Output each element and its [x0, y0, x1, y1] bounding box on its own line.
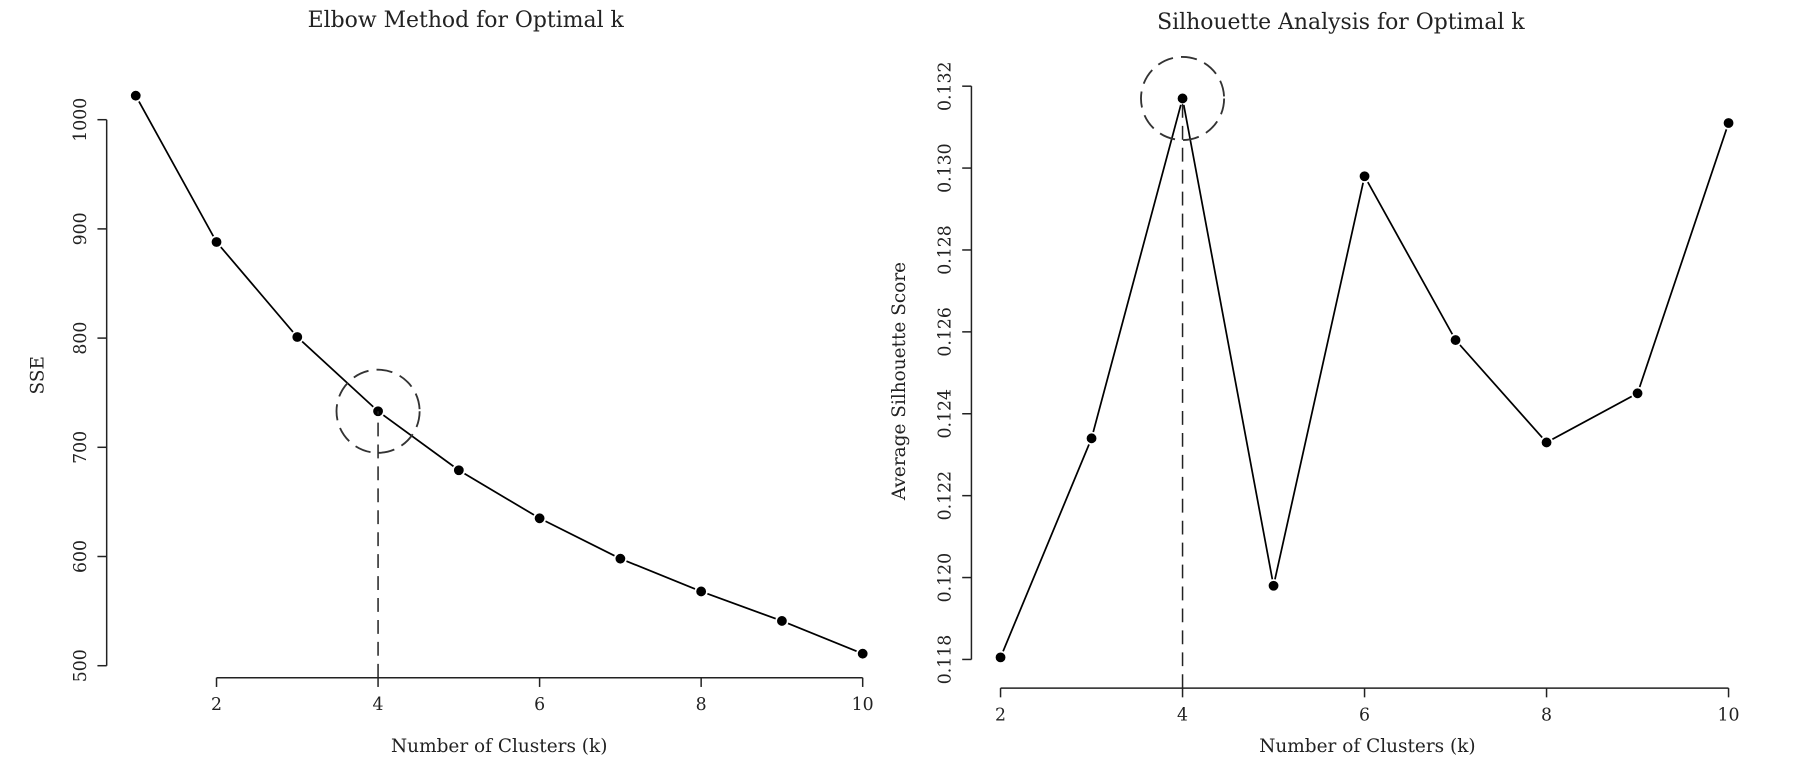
- data-point: [1266, 579, 1281, 593]
- x-tick-label: 10: [852, 695, 874, 715]
- data-point: [993, 650, 1008, 665]
- y-axis-title: Average Silhouette Score: [889, 262, 910, 501]
- data-point: [1084, 431, 1099, 445]
- x-axis-title: Number of Clusters (k): [391, 736, 607, 757]
- y-tick-label: 500: [71, 649, 91, 682]
- highlight-circle: [335, 368, 421, 454]
- y-tick-label: 600: [71, 540, 91, 573]
- data-point: [1448, 333, 1463, 347]
- y-tick-label: 0.124: [936, 389, 956, 439]
- y-tick-label: 0.118: [936, 635, 956, 685]
- x-tick-label: 2: [995, 705, 1006, 725]
- data-point: [452, 463, 466, 477]
- chart-title: Silhouette Analysis for Optimal k: [1157, 10, 1525, 35]
- y-tick-label: 700: [71, 431, 91, 464]
- data-point: [1357, 169, 1372, 183]
- x-tick-label: 6: [534, 695, 545, 715]
- x-tick-label: 6: [1359, 705, 1370, 725]
- y-tick-label: 0.126: [936, 307, 956, 357]
- data-point: [856, 647, 870, 661]
- data-point: [1630, 386, 1645, 400]
- y-tick-label: 900: [71, 212, 91, 245]
- data-point: [1721, 116, 1736, 130]
- data-point: [290, 330, 304, 344]
- data-point: [1539, 435, 1554, 450]
- data-point: [613, 552, 628, 566]
- y-tick-label: 1000: [71, 98, 91, 142]
- x-tick-label: 10: [1718, 705, 1740, 725]
- y-tick-label: 0.120: [936, 553, 956, 603]
- y-tick-label: 800: [71, 322, 91, 355]
- x-tick-label: 8: [1541, 705, 1552, 725]
- data-point: [694, 584, 708, 599]
- y-tick-label: 0.128: [936, 225, 956, 275]
- y-axis-title: SSE: [28, 356, 49, 394]
- chart-title: Elbow Method for Optimal k: [308, 8, 625, 33]
- data-point: [532, 511, 547, 525]
- y-tick-label: 0.132: [936, 61, 956, 111]
- x-tick-label: 4: [373, 695, 384, 715]
- data-point: [775, 614, 789, 628]
- y-tick-label: 0.130: [936, 143, 956, 193]
- data-point: [209, 235, 224, 249]
- x-axis-title: Number of Clusters (k): [1259, 736, 1475, 757]
- x-tick-label: 4: [1177, 705, 1188, 725]
- x-tick-label: 2: [211, 695, 222, 715]
- data-line: [134, 95, 864, 655]
- x-tick-label: 8: [696, 695, 707, 715]
- y-tick-label: 0.122: [936, 471, 956, 521]
- highlight-circle: [1140, 55, 1226, 141]
- data-point: [129, 89, 143, 103]
